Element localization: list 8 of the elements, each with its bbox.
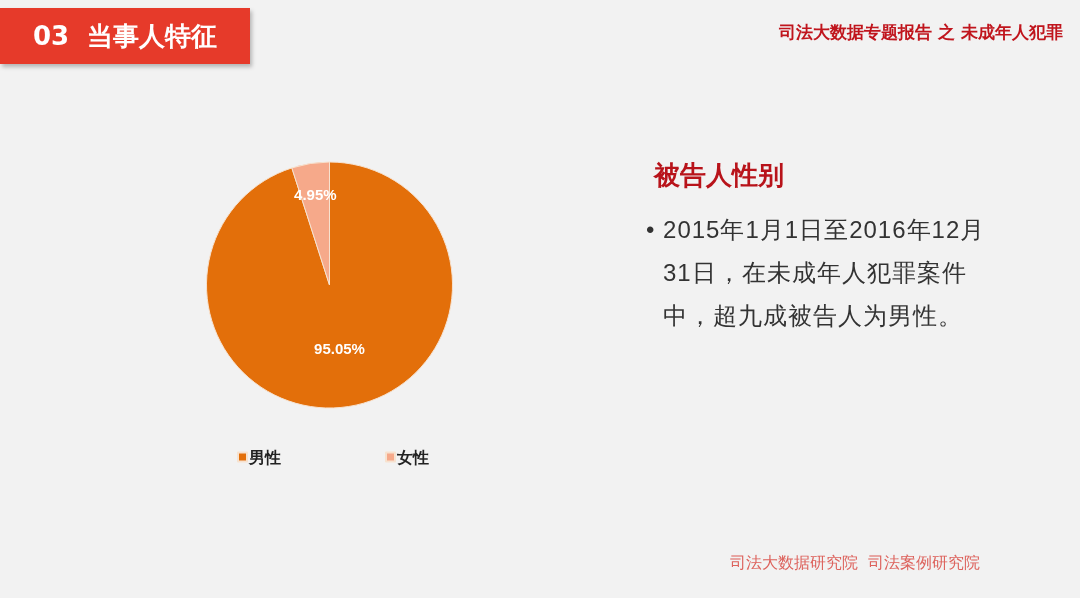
text: 被告人性别 — [654, 159, 784, 191]
legend-label: 男性 — [248, 448, 281, 466]
text: • 2015年1月1日至2016年12月31日，在未成年人犯罪案件中，超九成被告人为男性。 — [646, 215, 987, 331]
text: 03 当事人特征 — [33, 20, 218, 52]
text: 司法大数据专题报告 之 未成年人犯罪 — [778, 21, 1063, 44]
text: 司法大数据研究院 司法案例研究院 — [730, 552, 981, 574]
legend-label: 女性 — [396, 448, 429, 466]
data-label: 95.05% — [314, 340, 365, 358]
